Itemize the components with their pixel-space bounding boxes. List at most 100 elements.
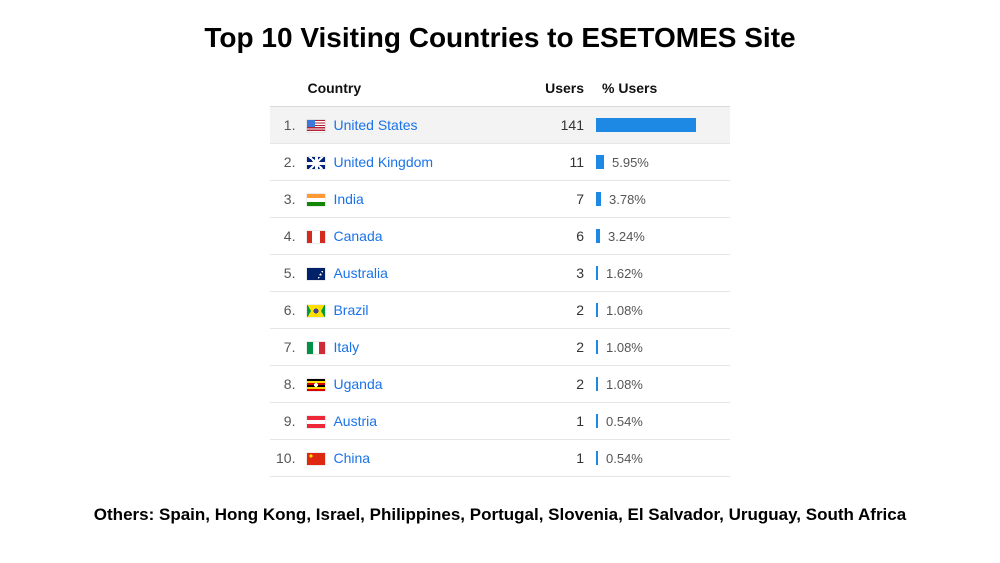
pct-inner: 5.95%: [596, 155, 724, 170]
pct-bar-track: [596, 118, 696, 132]
pct-label: 1.08%: [606, 377, 643, 392]
rank-cell: 4.: [270, 218, 301, 255]
pct-label: 0.54%: [606, 451, 643, 466]
pct-bar-mini: [596, 377, 598, 391]
table-row: 4. Canada 63.24%: [270, 218, 730, 255]
pct-inner: [596, 118, 724, 132]
pct-bar-fill: [596, 118, 696, 132]
country-link[interactable]: Italy: [333, 339, 359, 355]
pct-bar-mini: [596, 303, 598, 317]
pct-cell: [590, 107, 730, 144]
table-row: 2.United Kingdom115.95%: [270, 144, 730, 181]
flag-icon: [307, 342, 325, 354]
flag-icon: [307, 379, 325, 391]
pct-cell: 1.08%: [590, 292, 730, 329]
others-list: Spain, Hong Kong, Israel, Philippines, P…: [159, 505, 906, 524]
rank-cell: 6.: [270, 292, 301, 329]
country-cell: Australia: [301, 255, 530, 292]
country-link[interactable]: Austria: [333, 413, 377, 429]
country-link[interactable]: United States: [333, 117, 417, 133]
pct-bar-mini: [596, 266, 598, 280]
table-row: 8. Uganda 2 1.08%: [270, 366, 730, 403]
pct-bar-mini: [596, 229, 600, 243]
pct-bar-mini: [596, 451, 598, 465]
col-header-country: Country: [301, 72, 530, 107]
pct-inner: 0.54%: [596, 414, 724, 429]
pct-inner: 1.08%: [596, 303, 724, 318]
pct-label: 3.78%: [609, 192, 646, 207]
pct-cell: 3.78%: [590, 181, 730, 218]
country-cell: China: [301, 440, 530, 477]
country-link[interactable]: Canada: [333, 228, 382, 244]
country-cell: Italy: [301, 329, 530, 366]
pct-cell: 3.24%: [590, 218, 730, 255]
table-row: 7.Italy21.08%: [270, 329, 730, 366]
pct-cell: 0.54%: [590, 403, 730, 440]
pct-label: 5.95%: [612, 155, 649, 170]
table-row: 9. Austria 1 0.54%: [270, 403, 730, 440]
pct-inner: 3.78%: [596, 192, 724, 207]
users-cell: 3: [530, 255, 590, 292]
table-row: 10. China 1 0.54%: [270, 440, 730, 477]
users-cell: 6: [530, 218, 590, 255]
pct-inner: 1.08%: [596, 377, 724, 392]
table-header-row: Country Users % Users: [270, 72, 730, 107]
rank-cell: 8.: [270, 366, 301, 403]
users-cell: 2: [530, 292, 590, 329]
pct-bar-mini: [596, 155, 604, 169]
pct-inner: 1.08%: [596, 340, 724, 355]
country-link[interactable]: Brazil: [333, 302, 368, 318]
users-cell: 2: [530, 366, 590, 403]
users-cell: 2: [530, 329, 590, 366]
pct-cell: 0.54%: [590, 440, 730, 477]
pct-cell: 1.62%: [590, 255, 730, 292]
country-link[interactable]: China: [333, 450, 370, 466]
flag-icon: [307, 268, 325, 280]
page-title: Top 10 Visiting Countries to ESETOMES Si…: [204, 22, 795, 54]
country-cell: Canada: [301, 218, 530, 255]
pct-cell: 1.08%: [590, 366, 730, 403]
country-cell: Brazil: [301, 292, 530, 329]
rank-cell: 3.: [270, 181, 301, 218]
country-link[interactable]: United Kingdom: [333, 154, 433, 170]
table-row: 5.Australia31.62%: [270, 255, 730, 292]
pct-label: 1.08%: [606, 340, 643, 355]
countries-table: Country Users % Users 1. United States 141…: [270, 72, 730, 477]
flag-icon: [307, 231, 325, 243]
others-label: Others:: [94, 505, 154, 524]
users-cell: 7: [530, 181, 590, 218]
rank-cell: 1.: [270, 107, 301, 144]
country-link[interactable]: Uganda: [333, 376, 382, 392]
rank-cell: 10.: [270, 440, 301, 477]
table-row: 6. Brazil 2 1.08%: [270, 292, 730, 329]
col-header-users: Users: [530, 72, 590, 107]
page-root: Top 10 Visiting Countries to ESETOMES Si…: [0, 0, 1000, 563]
pct-inner: 0.54%: [596, 451, 724, 466]
rank-cell: 2.: [270, 144, 301, 181]
table-row: 3. India 7 3.78%: [270, 181, 730, 218]
country-link[interactable]: Australia: [333, 265, 387, 281]
others-line: Others: Spain, Hong Kong, Israel, Philip…: [0, 505, 1000, 525]
flag-icon: [307, 194, 325, 206]
pct-inner: 1.62%: [596, 266, 724, 281]
flag-icon: [307, 453, 325, 465]
rank-cell: 9.: [270, 403, 301, 440]
flag-icon: [307, 416, 325, 428]
users-cell: 141: [530, 107, 590, 144]
pct-cell: 1.08%: [590, 329, 730, 366]
col-header-rank: [270, 72, 301, 107]
country-link[interactable]: India: [333, 191, 363, 207]
country-cell: United Kingdom: [301, 144, 530, 181]
users-cell: 1: [530, 440, 590, 477]
col-header-pct: % Users: [590, 72, 730, 107]
pct-bar-mini: [596, 192, 601, 206]
pct-label: 1.62%: [606, 266, 643, 281]
country-cell: Austria: [301, 403, 530, 440]
table-row: 1. United States 141: [270, 107, 730, 144]
pct-bar-mini: [596, 340, 598, 354]
countries-table-wrap: Country Users % Users 1. United States 141…: [270, 72, 730, 477]
country-cell: Uganda: [301, 366, 530, 403]
pct-label: 1.08%: [606, 303, 643, 318]
users-cell: 1: [530, 403, 590, 440]
pct-cell: 5.95%: [590, 144, 730, 181]
